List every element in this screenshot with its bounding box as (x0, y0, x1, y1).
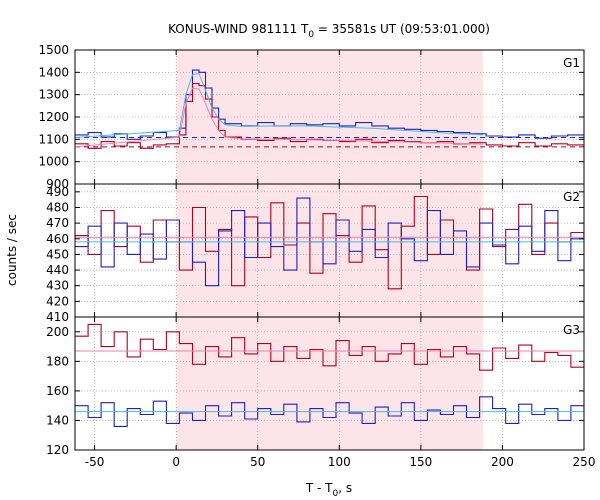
x-tick-label: 200 (491, 455, 514, 469)
y-tick-label: 480 (46, 200, 69, 214)
series-red (75, 82, 584, 149)
y-tick-label: 900 (46, 177, 69, 191)
series-blue (75, 396, 584, 427)
y-tick-label: 160 (46, 384, 69, 398)
y-tick-label: 460 (46, 232, 69, 246)
y-tick-label: 490 (46, 185, 69, 199)
y-tick-label: 440 (46, 263, 69, 277)
panel-frame (74, 316, 585, 451)
x-tick-label: 0 (172, 455, 180, 469)
y-tick-label: 200 (46, 325, 69, 339)
y-tick-label: 1200 (38, 110, 69, 124)
chart-title: KONUS-WIND 981111 T0 = 35581s UT (09:53:… (168, 22, 490, 40)
panel-g1: 900 1000 1100 1200 1300 1400 1500 G1 (38, 43, 585, 191)
x-tick-label: 50 (250, 455, 265, 469)
x-tick-label: -50 (85, 455, 105, 469)
y-tick-label: 470 (46, 216, 69, 230)
x-tick-label: 250 (573, 455, 596, 469)
shaded-interval (176, 184, 483, 317)
y-tick-label: 1000 (38, 155, 69, 169)
panel-label: G2 (563, 190, 580, 204)
y-tick-label: 1400 (38, 65, 69, 79)
x-tick-label: 150 (409, 455, 432, 469)
y-axis-title: counts / sec (5, 214, 19, 286)
y-tick-label: 410 (46, 310, 69, 324)
y-tick-label: 1500 (38, 43, 69, 57)
x-axis-title: T - T0, s (305, 481, 352, 499)
shaded-interval (176, 317, 483, 450)
y-tick-label: 120 (46, 443, 69, 457)
y-tick-label: 1300 (38, 88, 69, 102)
y-tick-label: 180 (46, 354, 69, 368)
series-red (75, 323, 584, 371)
panel-label: G3 (563, 323, 580, 337)
y-tick-label: 1100 (38, 132, 69, 146)
y-tick-label: 430 (46, 279, 69, 293)
panel-g3: 120 140 160 180 200 G3 (46, 316, 585, 457)
y-tick-label: 140 (46, 413, 69, 427)
panel-label: G1 (563, 56, 580, 70)
series-blue (75, 197, 584, 287)
fit-curve-pink (75, 87, 483, 148)
shaded-interval (176, 50, 483, 184)
y-tick-label: 420 (46, 294, 69, 308)
x-tick-label: 100 (328, 455, 351, 469)
fit-curve-cyan (75, 72, 483, 138)
y-tick-label: 450 (46, 247, 69, 261)
